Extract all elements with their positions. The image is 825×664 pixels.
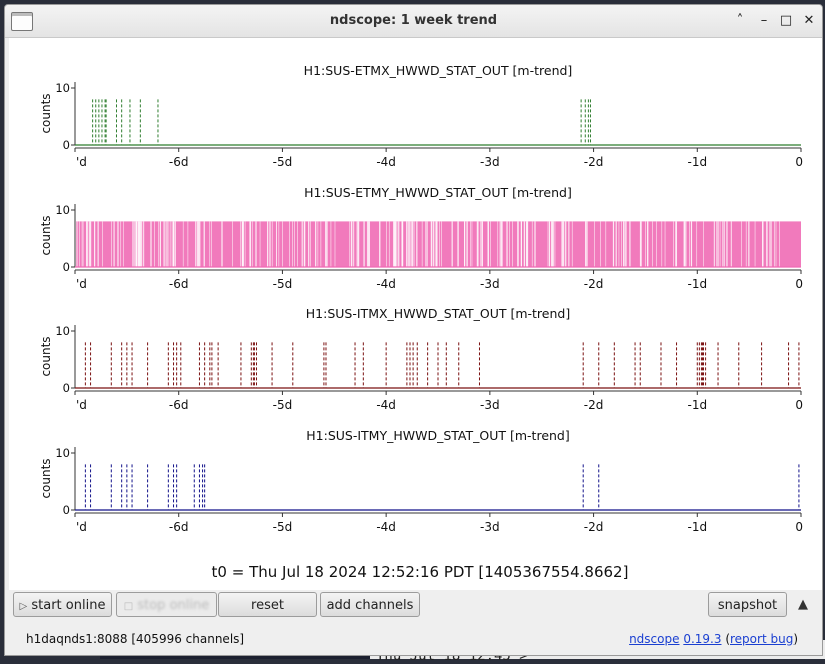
expand-up-icon[interactable]: ▲	[798, 597, 808, 612]
x-tick-label: -5d	[273, 155, 293, 169]
collapse-chevron-icon[interactable]: ˄	[736, 13, 744, 28]
x-tick-label: -3d	[480, 520, 500, 534]
t0-label: t0 = Thu Jul 18 2024 12:52:16 PDT [14053…	[212, 563, 629, 581]
channel-count: [405996 channels]	[131, 632, 245, 646]
x-tick-label: -5d	[273, 277, 293, 291]
plot-title: H1:SUS-ETMY_HWWD_STAT_OUT [m-trend]	[304, 185, 572, 200]
x-tick-label: 'd	[76, 398, 87, 412]
x-tick-label: -4d	[376, 398, 396, 412]
stop-online-button: □ stop online	[116, 592, 217, 617]
y-tick-label: 10	[55, 446, 70, 460]
x-tick-label: -6d	[169, 520, 189, 534]
window-title: ndscope: 1 week trend	[329, 13, 498, 28]
window-menu-icon[interactable]	[11, 12, 33, 31]
x-tick-label: -2d	[584, 277, 604, 291]
server-status: h1daqnds1:8088 [405996 channels]	[26, 632, 244, 646]
maximize-icon[interactable]: □	[779, 13, 793, 28]
x-tick-label: -1d	[687, 155, 707, 169]
y-tick-label: 0	[63, 138, 70, 152]
close-icon[interactable]: ✕	[803, 13, 815, 28]
x-tick-label: -3d	[480, 398, 500, 412]
plot-title: H1:SUS-ITMY_HWWD_STAT_OUT [m-trend]	[306, 428, 570, 443]
x-tick-label: 0	[795, 277, 803, 291]
y-tick-label: 10	[55, 81, 70, 95]
version-info: ndscope 0.19.3 (report bug)	[629, 632, 798, 646]
x-tick-label: -4d	[376, 520, 396, 534]
stop-icon: □	[123, 601, 134, 612]
y-axis-label: counts	[39, 215, 53, 255]
add-channels-button[interactable]: add channels	[320, 592, 420, 617]
reset-button[interactable]: reset	[218, 592, 317, 617]
x-tick-label: -4d	[376, 277, 396, 291]
x-tick-label: 0	[795, 520, 803, 534]
plot-title: H1:SUS-ETMX_HWWD_STAT_OUT [m-trend]	[304, 63, 573, 78]
minimize-icon[interactable]: –	[760, 13, 768, 28]
x-tick-label: -6d	[169, 155, 189, 169]
play-icon: ▷	[19, 601, 28, 612]
plots-svg[interactable]: H1:SUS-ETMX_HWWD_STAT_OUT [m-trend] count…	[9, 38, 822, 590]
y-tick-label: 0	[63, 381, 70, 395]
x-tick-label: -3d	[480, 155, 500, 169]
x-tick-label: -1d	[687, 398, 707, 412]
y-axis-label: counts	[39, 93, 53, 133]
x-tick-label: -2d	[584, 520, 604, 534]
title-bar[interactable]: ndscope: 1 week trend ˄ – □ ✕	[5, 5, 822, 38]
x-tick-label: -6d	[169, 277, 189, 291]
plot-area: H1:SUS-ETMX_HWWD_STAT_OUT [m-trend] count…	[9, 38, 822, 590]
y-tick-label: 10	[55, 324, 70, 338]
y-tick-label: 10	[55, 203, 70, 217]
x-tick-label: -4d	[376, 155, 396, 169]
x-tick-label: 0	[795, 155, 803, 169]
ndscope-link[interactable]: ndscope	[629, 632, 680, 646]
x-tick-label: -2d	[584, 155, 604, 169]
dense-trend-fill	[76, 221, 801, 267]
x-tick-label: 0	[795, 398, 803, 412]
x-tick-label: -6d	[169, 398, 189, 412]
y-tick-label: 0	[63, 260, 70, 274]
x-tick-label: -5d	[273, 520, 293, 534]
status-bar: h1daqnds1:8088 [405996 channels] ndscope…	[5, 622, 822, 655]
version-link[interactable]: 0.19.3	[683, 632, 722, 646]
start-online-button[interactable]: ▷ start online	[13, 592, 112, 617]
x-tick-label: -1d	[687, 277, 707, 291]
x-tick-label: 'd	[76, 155, 87, 169]
report-bug-link[interactable]: report bug	[730, 632, 794, 646]
x-tick-label: 'd	[76, 277, 87, 291]
ndscope-window: ndscope: 1 week trend ˄ – □ ✕ H1:SUS-ETM…	[4, 4, 823, 656]
y-axis-label: counts	[39, 458, 53, 498]
server-address: h1daqnds1:8088	[26, 632, 128, 646]
x-tick-label: -3d	[480, 277, 500, 291]
y-tick-label: 0	[63, 503, 70, 517]
x-tick-label: -5d	[273, 398, 293, 412]
y-axis-label: counts	[39, 336, 53, 376]
x-tick-label: 'd	[76, 520, 87, 534]
snapshot-button[interactable]: snapshot	[708, 592, 787, 617]
plot-title: H1:SUS-ITMX_HWWD_STAT_OUT [m-trend]	[306, 306, 570, 321]
x-tick-label: -2d	[584, 398, 604, 412]
x-tick-label: -1d	[687, 520, 707, 534]
